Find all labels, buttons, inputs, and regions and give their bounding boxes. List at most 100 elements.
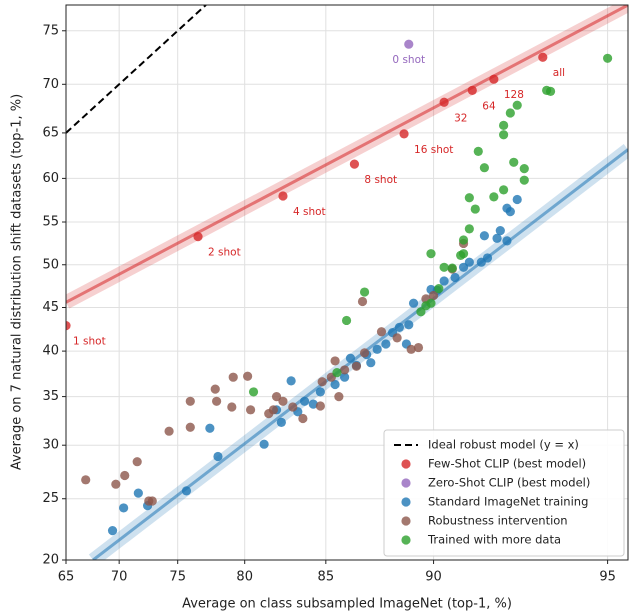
point: [349, 159, 360, 169]
y-tick-label: 65: [42, 125, 59, 140]
y-axis-label: Average on 7 natural distribution shift …: [10, 94, 25, 470]
point: [408, 298, 419, 308]
legend-label: Robustness intervention: [428, 514, 568, 528]
y-tick-label: 75: [42, 23, 59, 38]
point: [479, 231, 490, 241]
point: [243, 371, 253, 381]
point: [119, 503, 129, 513]
point: [308, 399, 318, 409]
point: [416, 307, 426, 317]
x-tick-label: 75: [169, 570, 186, 585]
point-label: 8 shot: [364, 174, 397, 186]
point: [299, 396, 310, 406]
legend-swatch: [401, 459, 411, 469]
y-tick-label: 70: [42, 77, 59, 92]
point: [330, 356, 340, 366]
point: [286, 376, 296, 386]
point: [359, 287, 370, 297]
point: [278, 191, 288, 201]
point-label: 4 shot: [293, 206, 326, 218]
x-tick-label: 65: [58, 570, 75, 585]
point: [519, 175, 529, 185]
point: [499, 185, 509, 195]
point: [464, 257, 474, 267]
point: [509, 157, 519, 167]
point: [473, 146, 483, 157]
point: [426, 298, 436, 308]
point: [464, 224, 474, 234]
point: [193, 231, 203, 242]
legend-label: Standard ImageNet training: [428, 495, 588, 509]
legend-swatch: [401, 535, 411, 545]
point: [458, 249, 469, 259]
legend: Ideal robust model (y = x) Few-Shot CLIP …: [383, 429, 625, 557]
x-tick-label: 85: [318, 570, 335, 585]
axes: 65 70 75 80 85 90 95 20 25 30 35 40 45 50 55 60 65 70 75: [42, 23, 615, 584]
point: [288, 402, 298, 412]
point: [434, 284, 444, 294]
point: [205, 423, 215, 433]
point: [404, 320, 414, 330]
point: [376, 327, 387, 337]
point: [426, 249, 436, 259]
y-tick-label: 50: [42, 257, 59, 272]
point: [512, 194, 522, 205]
point: [185, 422, 195, 432]
point: [66, 321, 71, 331]
point: [341, 315, 352, 326]
legend-label: Trained with more data: [427, 533, 561, 547]
point: [413, 342, 424, 353]
x-tick-label: 90: [425, 570, 442, 585]
point: [499, 120, 509, 130]
point: [340, 372, 350, 382]
point: [447, 263, 457, 273]
point: [538, 52, 548, 62]
point-label: 128: [504, 89, 524, 101]
point: [315, 401, 325, 411]
point: [147, 496, 157, 506]
point: [492, 233, 502, 243]
point: [351, 361, 362, 371]
point: [458, 235, 469, 245]
point: [467, 85, 477, 95]
point: [428, 290, 439, 301]
point: [259, 439, 269, 449]
point: [227, 402, 237, 412]
point-label: 64: [482, 100, 496, 112]
point: [545, 86, 556, 96]
point: [439, 97, 449, 107]
point: [334, 391, 344, 402]
point: [120, 470, 130, 481]
plot-frame: [65, 4, 629, 561]
y-tick-label: 20: [42, 553, 59, 568]
ideal-line: [66, 5, 207, 134]
legend-swatch: [401, 478, 411, 488]
point: [439, 276, 449, 286]
point: [489, 74, 499, 84]
point: [470, 204, 480, 214]
point: [404, 39, 414, 49]
y-tick-label: 35: [42, 389, 59, 404]
point: [248, 387, 259, 397]
fit-line: [66, 5, 628, 304]
point: [315, 387, 325, 397]
point: [505, 108, 515, 118]
point: [345, 353, 356, 363]
point: [502, 236, 512, 246]
plot-area: [66, 5, 628, 560]
point: [519, 163, 529, 174]
point: [132, 457, 142, 467]
point: [298, 413, 308, 424]
point: [366, 358, 376, 368]
point: [399, 129, 409, 139]
y-tick-label: 25: [42, 491, 59, 506]
legend-swatch: [401, 516, 411, 526]
point: [210, 384, 220, 394]
legend-box: [383, 429, 625, 557]
point: [271, 391, 282, 402]
point-label: all: [553, 67, 565, 79]
point-label: 1 shot: [73, 336, 106, 348]
legend-label: Few-Shot CLIP (best model): [428, 457, 586, 471]
point: [107, 526, 118, 536]
point: [482, 253, 493, 263]
